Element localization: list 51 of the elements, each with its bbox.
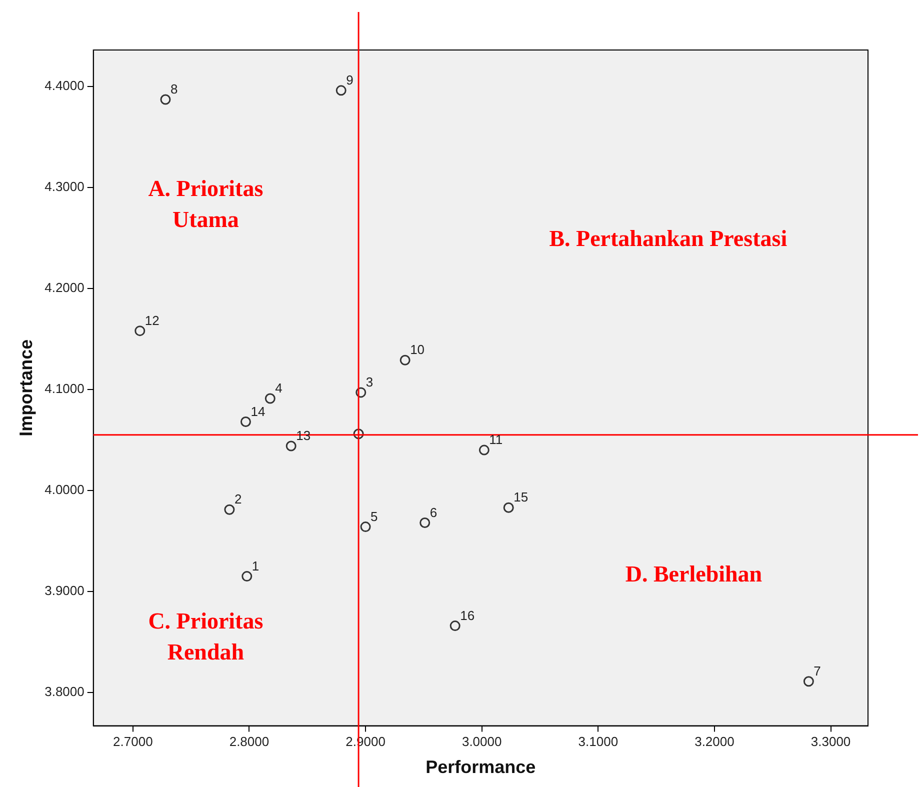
point: [160, 94, 171, 105]
annotation: 4: [275, 380, 282, 396]
point: [242, 571, 252, 582]
annotation: 11: [489, 432, 503, 448]
annotation: 3: [366, 374, 374, 390]
annotation: 10: [410, 342, 425, 358]
x-tick-label: 2.7000: [113, 734, 153, 750]
x-axis-title: Performance: [426, 757, 536, 778]
point: [353, 428, 364, 440]
point: [503, 502, 514, 513]
point: [336, 85, 346, 96]
y-tick-label: 4.2000: [44, 280, 84, 295]
y-tick-label: 4.3000: [44, 178, 84, 194]
y-axis-title: Importance: [16, 339, 36, 436]
annotation: 6: [430, 504, 438, 520]
annotation: 1: [252, 558, 260, 574]
annotation: 16: [460, 608, 475, 623]
point: [356, 387, 366, 398]
annotation: 15: [514, 490, 528, 505]
point: [264, 393, 276, 404]
annotation: D. Berlebihan: [625, 562, 762, 587]
y-tick-label: 3.9000: [44, 583, 84, 598]
y-tick-label: 4.1000: [44, 380, 84, 396]
annotation: B. Pertahankan Prestasi: [549, 226, 788, 251]
x-tick-label: 3.1000: [578, 734, 618, 750]
x-tick-label: 2.8000: [229, 734, 270, 750]
point: [134, 326, 146, 336]
point: [420, 518, 430, 528]
annotation: 5: [370, 508, 378, 524]
y-tick-label: 4.0000: [44, 482, 84, 498]
point: [224, 504, 235, 515]
point: [803, 676, 814, 687]
x-tick-label: 3.2000: [694, 734, 734, 750]
annotation: A. Prioritas Utama: [148, 176, 264, 232]
annotation: C. Prioritas Rendah: [148, 608, 264, 664]
annotation: 14: [250, 404, 266, 419]
point: [286, 440, 296, 452]
annotation: 12: [144, 312, 160, 328]
point: [400, 354, 410, 366]
point: [450, 620, 460, 632]
y-tick-label: 4.4000: [44, 78, 84, 93]
annotation: 2: [234, 492, 242, 507]
annotation: 8: [170, 82, 178, 97]
x-tick-label: 3.0000: [462, 734, 502, 750]
annotation: 7: [814, 663, 821, 678]
point: [478, 444, 490, 456]
point: [240, 416, 251, 427]
annotation: 9: [346, 72, 354, 88]
x-tick-label: 3.3000: [810, 734, 851, 750]
point: [360, 522, 371, 532]
y-tick-label: 3.8000: [44, 684, 84, 700]
